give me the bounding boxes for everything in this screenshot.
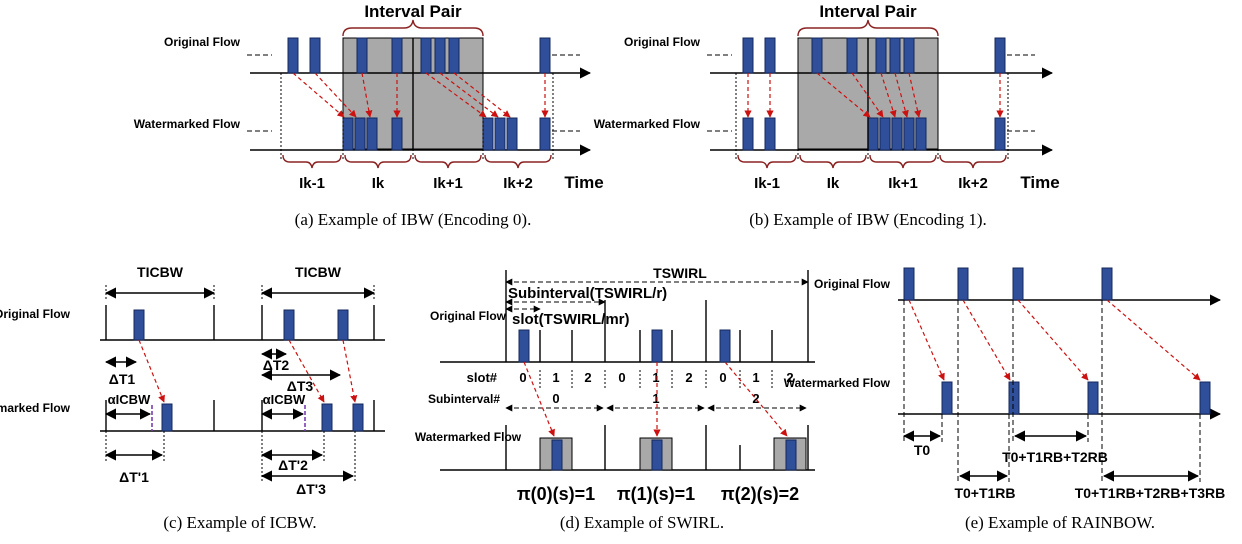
interval-pair-title: Interval Pair [819,2,917,21]
subinterval-number: 0 [552,391,559,406]
pi-2-label: π(2)(s)=2 [721,484,799,504]
original-flow-label: Original Flow [624,35,701,49]
slot-number: 2 [786,370,793,385]
packet [309,37,321,74]
slot-number: 0 [719,370,726,385]
packet [434,37,446,74]
interval-label: Ik+2 [958,175,988,192]
subinterval-length-label: Subinterval(TSWIRL/r) [508,285,667,302]
original-flow-label: Original Flow [164,35,241,49]
dt2-label: ΔT2 [263,357,290,373]
dt3-label: ΔT3 [287,378,314,394]
interval-label: Ik+1 [888,175,918,192]
caption-e: (e) Example of RAINBOW. [965,513,1155,532]
t0-label: T0 [914,442,931,458]
dtp1-label: ΔT'1 [119,469,149,485]
panel-ibw-encoding-1: Interval Pair Original Flow Watermarked … [594,2,1060,229]
packet [356,37,368,74]
slot-number: 0 [618,370,625,385]
packet [287,37,299,74]
slot-number: 1 [752,370,759,385]
t0-t1-label: T0+T1RB [954,485,1015,501]
interval-label: Ik [372,175,385,192]
interval-label: Ik [827,175,840,192]
panel-ibw-encoding-0: Interval Pair Original Flow Watermarked … [134,2,604,229]
dtp3-label: ΔT'3 [296,481,326,497]
interval-label: Ik-1 [299,175,325,192]
interval-pair-brace [342,19,484,37]
interval-label: Ik-1 [754,175,780,192]
caption-a: (a) Example of IBW (Encoding 0). [295,210,532,229]
slot-number: 0 [519,370,526,385]
pi-0-label: π(0)(s)=1 [517,484,595,504]
interval-label: Ik+1 [433,175,463,192]
slot-label: slot# [467,370,498,385]
dt1-label: ΔT1 [109,371,136,387]
watermarked-flow-label: Watermarked Flow [594,117,701,131]
subinterval-index-label: Subinterval# [428,392,500,406]
t-icbw-label: TICBW [137,264,184,280]
watermarked-flow-label: Watermarked Flow [134,117,241,131]
panel-swirl: TSWIRL Subinterval(TSWIRL/r) slot(TSWIRL… [415,265,815,532]
watermarked-flow-label: Watermarked Flow [784,376,891,390]
original-flow-label: Original Flow [430,309,507,323]
subinterval-number: 1 [652,391,659,406]
panel-icbw: TICBW TICBW Original Flow ΔT1 ΔT2 ΔT3 Wa… [0,264,385,532]
slot-number: 2 [685,370,692,385]
packet [448,37,460,74]
t-swirl-label: TSWIRL [653,265,707,281]
slot-length-label: slot(TSWIRL/mr) [512,311,630,328]
time-label: Time [564,173,603,192]
slot-number: 1 [552,370,559,385]
subinterval-number: 2 [752,391,759,406]
interval-pair-title: Interval Pair [364,2,462,21]
original-flow-label: Original Flow [814,277,891,291]
t0-t1-t2-t3-label: T0+T1RB+T2RB+T3RB [1075,485,1226,501]
t0-t1-t2-label: T0+T1RB+T2RB [1002,449,1108,465]
alpha-label: αICBW [108,392,151,407]
caption-c: (c) Example of ICBW. [163,513,316,532]
watermarked-flow-label: Watermarked Flow [0,401,71,415]
pi-1-label: π(1)(s)=1 [617,484,695,504]
dtp2-label: ΔT'2 [278,457,308,473]
packet [539,37,551,74]
packet [391,37,403,74]
caption-d: (d) Example of SWIRL. [560,513,724,532]
interval-label: Ik+2 [503,175,533,192]
watermarked-flow-label: Watermarked Flow [415,430,522,444]
slot-number: 2 [584,370,591,385]
slot-number: 1 [652,370,659,385]
t-icbw-label: TICBW [295,264,342,280]
packet [420,37,432,74]
alpha-label: αICBW [263,392,306,407]
caption-b: (b) Example of IBW (Encoding 1). [749,210,987,229]
time-label: Time [1020,173,1059,192]
original-flow-label: Original Flow [0,307,71,321]
panel-rainbow: Original Flow Watermarked Flow T0 T0+T1R… [784,267,1226,532]
